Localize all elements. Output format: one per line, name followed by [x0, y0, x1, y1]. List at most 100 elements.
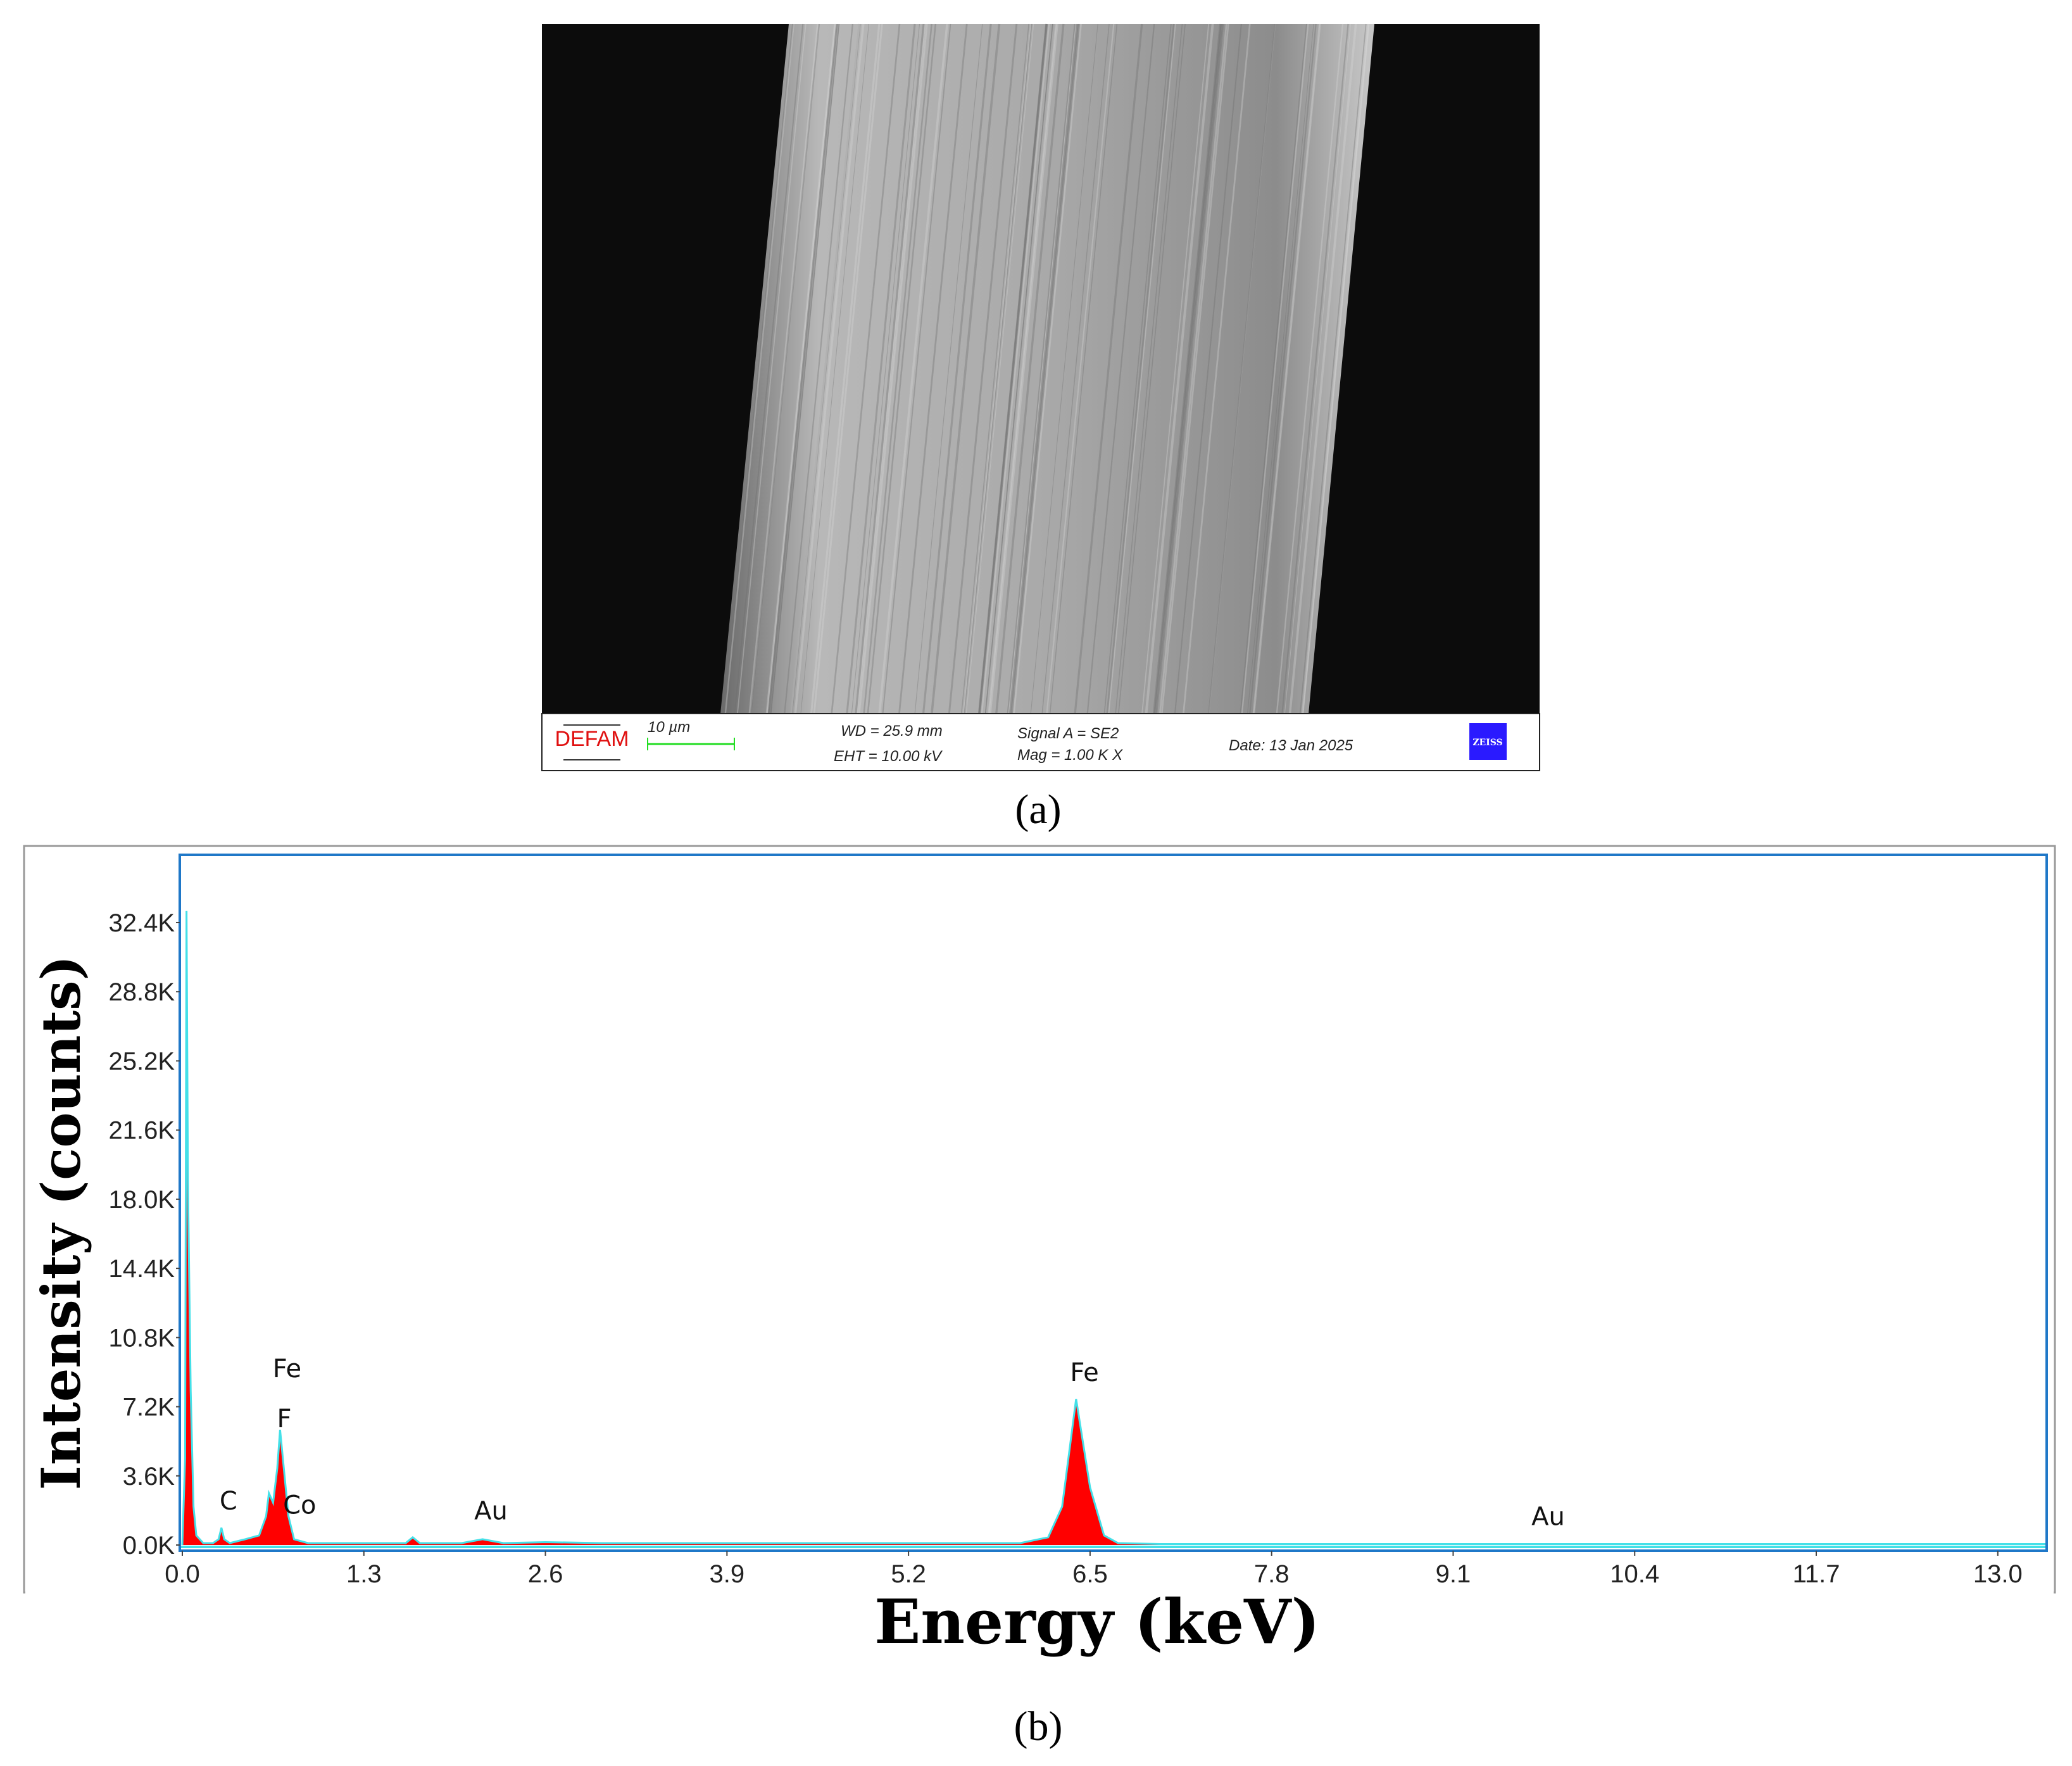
striation	[769, 23, 838, 714]
striation	[1153, 23, 1223, 714]
striation	[794, 23, 865, 714]
x-tick-label: 10.4	[1610, 1560, 1659, 1588]
x-tick-label: 9.1	[1436, 1560, 1471, 1588]
striation	[813, 23, 883, 714]
striation	[1183, 23, 1251, 714]
x-tick-label: 13.0	[1973, 1560, 2023, 1588]
x-tick-label: 2.6	[528, 1560, 563, 1588]
striation	[748, 23, 820, 714]
y-tick-label: 18.0K	[108, 1186, 175, 1214]
striation	[1209, 23, 1276, 714]
fiber	[720, 24, 1374, 714]
plot-frame	[179, 854, 2048, 1552]
striation	[857, 23, 926, 714]
y-axis: 0.0K 3.6K 7.2K 10.8K 14.4K 18.0K 21.6K 25.2K 28.…	[108, 909, 180, 1560]
striation	[988, 23, 1057, 714]
striation	[964, 23, 1034, 714]
striation	[1276, 23, 1344, 714]
eht-voltage: EHT = 10.00 kV	[834, 748, 943, 765]
striation	[1010, 23, 1079, 714]
y-tick-label: 0.0K	[123, 1532, 175, 1560]
striation	[1118, 23, 1186, 714]
striation	[1008, 23, 1078, 714]
peak-label: Au	[1531, 1502, 1565, 1531]
peak-label: C	[220, 1487, 237, 1516]
striation	[914, 23, 983, 714]
striation	[767, 23, 838, 714]
x-tick-label: 1.3	[346, 1560, 382, 1588]
striation	[867, 23, 937, 714]
striation	[851, 23, 920, 714]
striation	[1288, 23, 1357, 714]
panel-a-label: (a)	[1015, 786, 1061, 833]
striation	[1049, 23, 1118, 714]
striation	[1208, 23, 1276, 714]
peak-label: Au	[474, 1496, 508, 1525]
x-tick-label: 7.8	[1254, 1560, 1290, 1588]
striation	[882, 23, 951, 714]
peak-labels: Fe F C Co Au Fe Au	[220, 1354, 1565, 1532]
striation	[863, 23, 932, 714]
striation	[1240, 23, 1307, 714]
striation	[989, 23, 1058, 714]
spectrum-line	[181, 911, 2047, 1546]
peak-label: Fe	[1070, 1358, 1098, 1387]
striation	[1074, 23, 1143, 714]
y-tick-label: 10.8K	[108, 1324, 175, 1352]
striation	[980, 23, 1050, 714]
striation	[1253, 23, 1321, 714]
defam-logo: DEFAM	[555, 724, 629, 760]
striation	[736, 23, 807, 714]
striation	[978, 23, 1049, 714]
striation	[1115, 23, 1183, 714]
striation	[1145, 23, 1214, 714]
striation	[784, 23, 853, 714]
striation	[978, 23, 1047, 714]
striation	[1249, 23, 1317, 714]
striation	[984, 23, 1053, 714]
x-tick-label: 5.2	[891, 1560, 926, 1588]
working-distance: WD = 25.9 mm	[841, 722, 943, 740]
striation	[1141, 23, 1210, 714]
zeiss-logo-text: ZEISS	[1472, 738, 1502, 748]
striation	[978, 23, 1048, 714]
striation	[1161, 23, 1229, 714]
striation	[960, 23, 1031, 714]
y-tick-label: 14.4K	[108, 1255, 175, 1283]
striation	[1302, 23, 1369, 714]
x-tick-label: 11.7	[1793, 1560, 1840, 1588]
y-tick-label: 25.2K	[108, 1047, 175, 1075]
y-tick-label: 7.2K	[123, 1394, 175, 1422]
scale-bar-label: 10 µm	[648, 719, 690, 736]
striation	[878, 23, 948, 714]
acquisition-date: Date: 13 Jan 2025	[1229, 737, 1353, 754]
striation	[770, 23, 840, 714]
striation	[1046, 23, 1115, 714]
striation	[855, 23, 925, 714]
striation	[898, 23, 968, 714]
striation	[1174, 23, 1242, 714]
striation	[962, 23, 1031, 714]
striation	[1086, 23, 1155, 714]
y-tick-label: 21.6K	[108, 1117, 175, 1145]
striation	[922, 23, 992, 714]
striation	[1284, 23, 1352, 714]
striation	[846, 23, 916, 714]
striation	[1108, 23, 1176, 714]
y-axis-title: Intensity (counts)	[30, 956, 92, 1491]
striation	[1252, 23, 1321, 714]
striation	[790, 23, 860, 714]
striation	[1247, 23, 1314, 714]
striation	[1030, 23, 1098, 714]
striation	[859, 23, 928, 714]
peak-label: Fe	[273, 1354, 301, 1384]
x-axis: 0.0 1.3 2.6 3.9 5.2 6.5 7.8 9.1 10.4 11.7 13.0	[165, 1551, 2023, 1588]
sem-micrograph: DEFAM 10 µm WD = 25.9 mm EHT = 10.00 kV …	[541, 23, 1540, 771]
striation	[790, 23, 861, 714]
plot-area	[180, 911, 2047, 1548]
chart-outer-frame	[23, 845, 2056, 1594]
eds-chart: 0.0K 3.6K 7.2K 10.8K 14.4K 18.0K 21.6K 25.2K 28.…	[23, 845, 2056, 1658]
striation	[1106, 23, 1175, 714]
striation	[931, 23, 1001, 714]
